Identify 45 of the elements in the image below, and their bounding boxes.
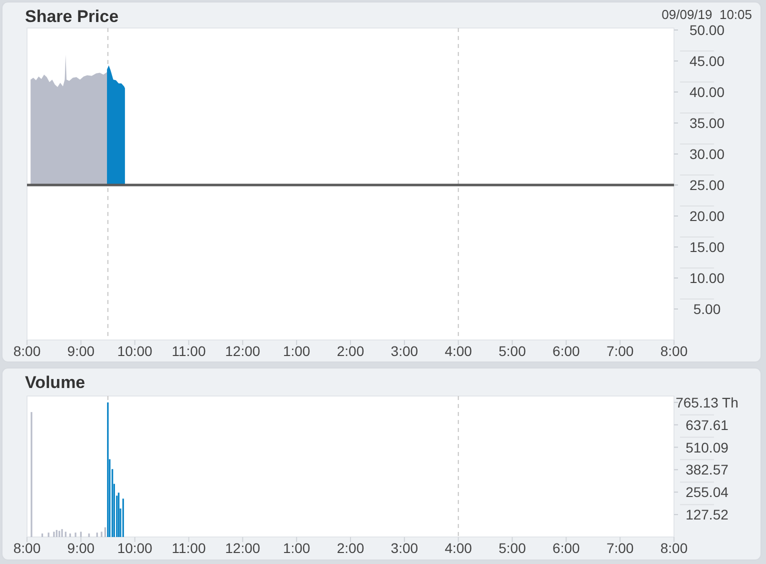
y-tick-label: 255.04 [686, 484, 729, 500]
x-tick-label: 7:00 [606, 540, 634, 556]
x-tick-label: 10:00 [117, 540, 153, 556]
x-tick-label: 3:00 [390, 540, 418, 556]
x-tick-label: 8:00 [660, 343, 688, 359]
x-tick-label: 5:00 [498, 540, 526, 556]
x-tick-label: 8:00 [13, 540, 41, 556]
y-tick-label: 765.13 Th [676, 394, 738, 410]
y-tick-label: 127.52 [686, 506, 729, 523]
y-tick-label: 30.00 [689, 146, 725, 162]
y-tick-label: 637.61 [686, 416, 729, 433]
x-tick-label: 6:00 [552, 343, 580, 359]
x-tick-label: 6:00 [552, 540, 580, 556]
x-tick-label: 12:00 [225, 540, 260, 556]
x-tick-label: 11:00 [172, 540, 206, 556]
x-tick-label: 8:00 [660, 540, 688, 556]
x-tick-label: 2:00 [336, 540, 364, 556]
y-tick-label: 45.00 [689, 53, 725, 69]
text: 09/09/19 10:05 [662, 7, 752, 22]
y-tick-label: 382.57 [686, 462, 729, 478]
y-tick-label: 25.00 [689, 177, 725, 193]
y-tick-label: 40.00 [689, 84, 725, 100]
x-tick-label: 7:00 [606, 343, 634, 359]
x-tick-label: 5:00 [498, 343, 526, 359]
y-tick-label: 50.00 [689, 22, 725, 38]
x-tick-label: 4:00 [444, 540, 472, 556]
x-tick-label: 8:00 [13, 343, 41, 359]
x-tick-label: 9:00 [67, 343, 95, 359]
y-tick-label: 10.00 [689, 270, 725, 286]
chart-title: Share Price [25, 7, 119, 26]
y-tick-label: 35.00 [689, 115, 725, 131]
y-tick-label: 15.00 [689, 239, 725, 255]
x-tick-label: 1:00 [282, 343, 310, 359]
x-tick-label: 2:00 [336, 343, 364, 359]
x-tick-label: 11:00 [172, 343, 206, 359]
y-tick-label: 20.00 [689, 208, 725, 224]
y-tick-label: 510.09 [686, 439, 729, 456]
x-tick-label: 10:00 [117, 343, 153, 359]
x-tick-label: 3:00 [390, 343, 418, 359]
chart-title: Volume [25, 373, 86, 392]
y-tick-label: 5.00 [693, 301, 721, 317]
x-tick-label: 9:00 [67, 540, 95, 556]
x-tick-label: 4:00 [444, 343, 472, 359]
x-tick-label: 12:00 [225, 343, 260, 359]
x-tick-label: 1:00 [282, 540, 310, 556]
